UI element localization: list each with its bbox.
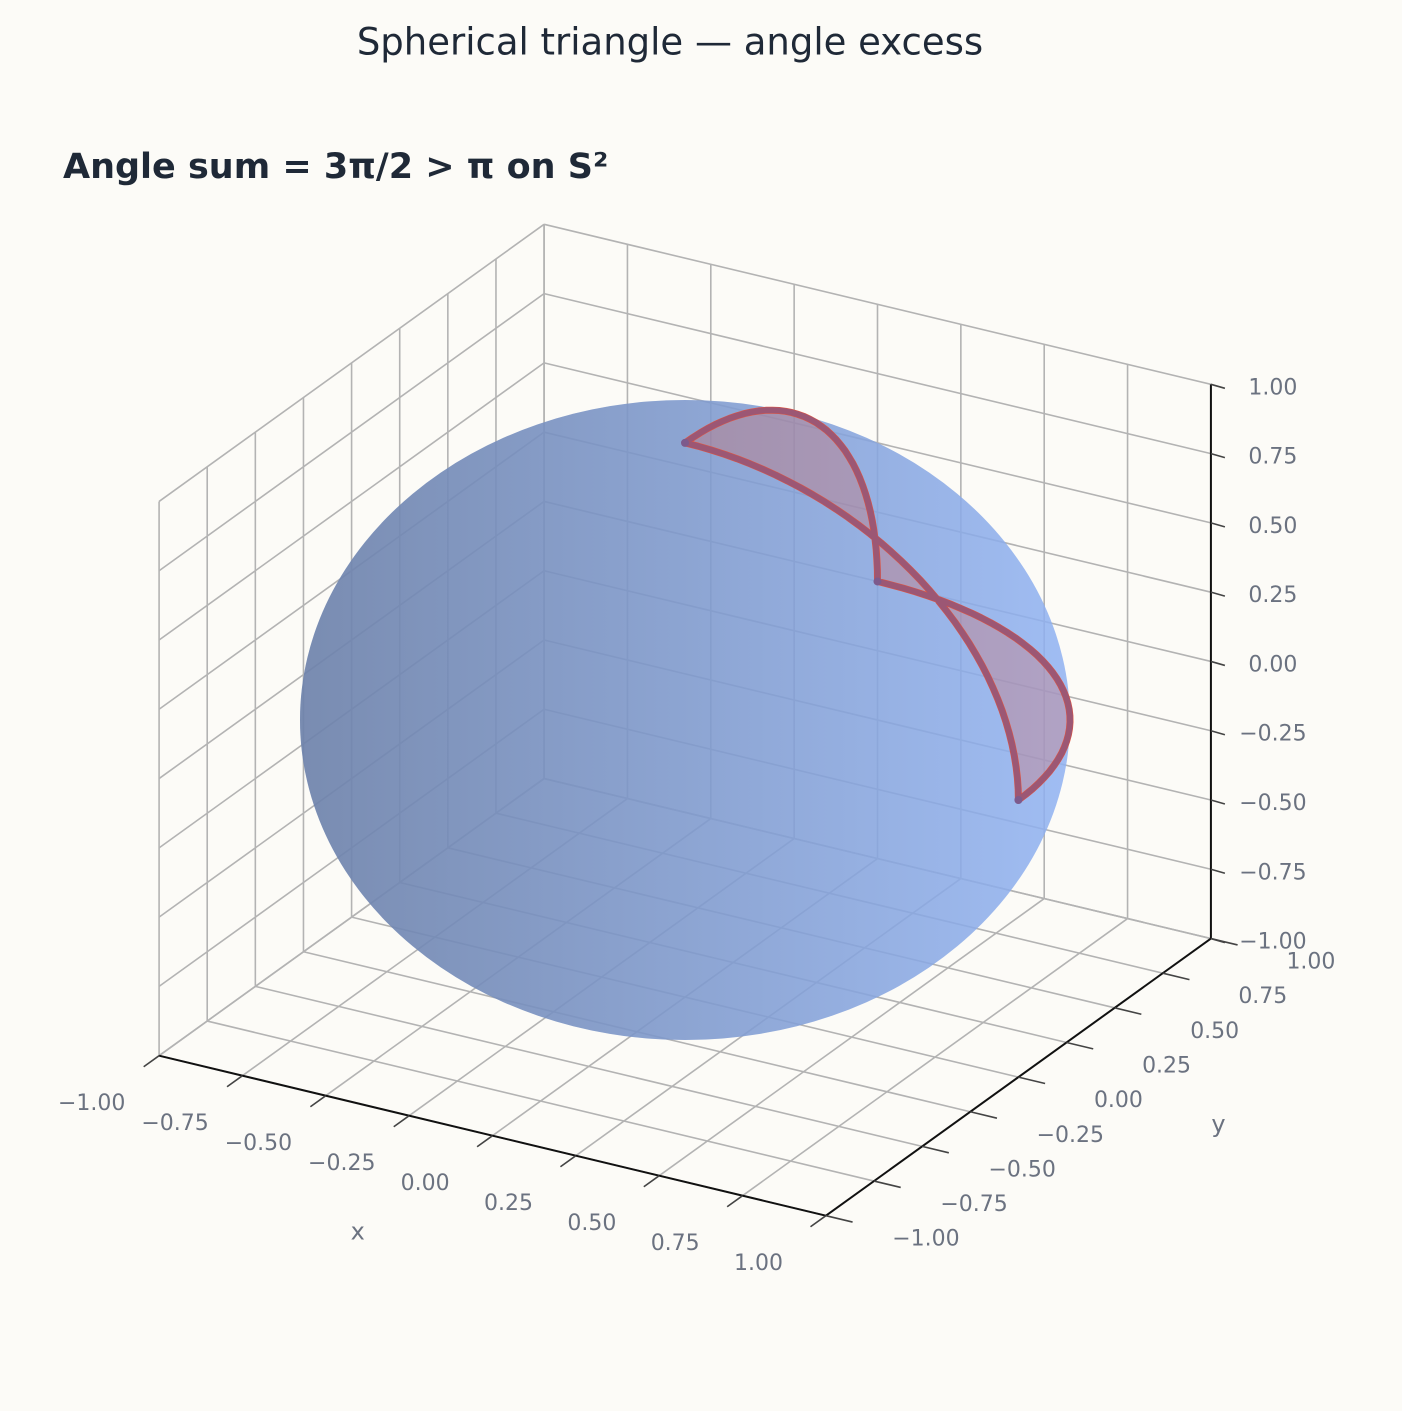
y-tick-label: 0.25 bbox=[1142, 1053, 1191, 1078]
x-tick bbox=[309, 1095, 327, 1108]
z-tick-label: 0.25 bbox=[1248, 583, 1297, 608]
x-tick bbox=[226, 1075, 243, 1088]
x-tick-label: 0.75 bbox=[651, 1231, 700, 1256]
grid-line bbox=[207, 1020, 875, 1182]
z-tick-label: −1.00 bbox=[1239, 930, 1306, 955]
y-tick bbox=[1114, 1007, 1142, 1016]
x-tick bbox=[726, 1195, 744, 1208]
z-tick-label: −0.50 bbox=[1239, 791, 1306, 816]
annotation: Angle sum = 3π/2 > π on S² bbox=[63, 147, 608, 187]
z-tick-label: 1.00 bbox=[1248, 375, 1297, 400]
grid-line bbox=[158, 292, 545, 572]
sphere-shade bbox=[300, 400, 1070, 1040]
z-tick-label: 0.00 bbox=[1248, 652, 1297, 677]
y-tick-label: 0.00 bbox=[1094, 1088, 1143, 1113]
z-tick bbox=[1210, 729, 1226, 736]
y-tick bbox=[825, 1214, 853, 1223]
y-tick-label: 1.00 bbox=[1286, 950, 1335, 975]
grid-line bbox=[543, 292, 1212, 455]
x-tick-label: 0.25 bbox=[484, 1191, 533, 1216]
chart-title: Spherical triangle — angle excess bbox=[357, 21, 983, 64]
y-tick bbox=[970, 1110, 998, 1119]
z-tick bbox=[1210, 868, 1226, 875]
x-tick bbox=[476, 1135, 493, 1148]
z-tick bbox=[1210, 660, 1226, 667]
x-tick bbox=[559, 1155, 577, 1168]
x-tick bbox=[143, 1055, 160, 1068]
y-tick bbox=[1066, 1041, 1094, 1050]
y-tick bbox=[1162, 972, 1190, 981]
y-tick-label: −0.75 bbox=[940, 1192, 1007, 1217]
y-tick-label: 0.50 bbox=[1190, 1019, 1239, 1044]
z-tick bbox=[1210, 799, 1226, 805]
x-tick-label: 1.00 bbox=[734, 1251, 783, 1276]
grid-line bbox=[255, 985, 923, 1148]
grid-line bbox=[158, 223, 545, 503]
z-tick bbox=[1210, 591, 1226, 597]
z-tick-label: 0.50 bbox=[1248, 514, 1297, 539]
x-tick-label: −1.00 bbox=[58, 1091, 125, 1116]
x-tick-label: −0.25 bbox=[308, 1151, 375, 1176]
y-tick-label: −0.25 bbox=[1037, 1123, 1104, 1148]
x-tick-label: 0.00 bbox=[401, 1171, 450, 1196]
y-tick-label: −1.00 bbox=[892, 1227, 959, 1252]
triangle-vertex bbox=[1014, 796, 1023, 804]
triangle-vertex bbox=[681, 438, 689, 447]
grid-line bbox=[543, 223, 1212, 386]
x-tick-label: −0.50 bbox=[225, 1131, 292, 1156]
z-tick-label: −0.75 bbox=[1239, 860, 1306, 885]
z-tick bbox=[1210, 937, 1226, 944]
plot-area: −1.00 −0.75 −0.50 −0.25 0.00 0.25 0.50 0.75 1.00… bbox=[58, 223, 1335, 1276]
z-tick bbox=[1210, 452, 1226, 459]
y-tick bbox=[873, 1180, 901, 1189]
z-tick bbox=[1210, 522, 1226, 528]
x-tick bbox=[393, 1115, 410, 1128]
grid-line bbox=[158, 362, 545, 641]
y-tick bbox=[1018, 1076, 1046, 1085]
y-tick-label: −0.50 bbox=[988, 1157, 1055, 1182]
z-tick bbox=[1210, 383, 1226, 390]
x-tick bbox=[643, 1175, 660, 1188]
z-tick-label: −0.25 bbox=[1239, 722, 1306, 747]
x-tick-label: −0.75 bbox=[141, 1111, 208, 1136]
z-tick-label: 0.75 bbox=[1248, 445, 1297, 470]
x-tick-label: 0.50 bbox=[567, 1211, 616, 1236]
triangle-vertex bbox=[873, 577, 882, 586]
x-tick bbox=[810, 1215, 827, 1228]
x-axis-label: x bbox=[351, 1218, 365, 1246]
y-axis-label: y bbox=[1211, 1110, 1225, 1138]
y-tick bbox=[921, 1145, 950, 1154]
triangle-edge-overlay bbox=[682, 407, 1073, 803]
y-tick-label: 0.75 bbox=[1238, 984, 1287, 1009]
